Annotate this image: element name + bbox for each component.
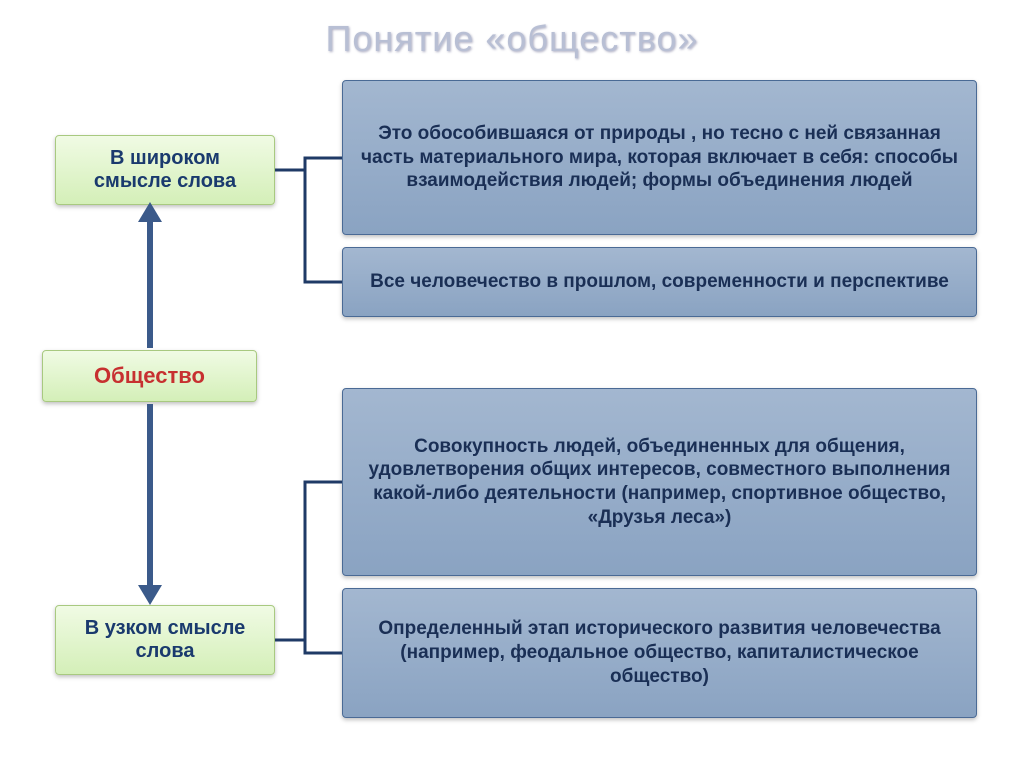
- arrow-up-icon: [130, 200, 170, 350]
- definition-narrow-2: Определенный этап исторического развития…: [342, 588, 977, 718]
- definition-text: Все человечество в прошлом, современност…: [370, 270, 949, 294]
- definition-broad-1: Это обособившаяся от природы , но тесно …: [342, 80, 977, 235]
- society-label: Общество: [94, 363, 205, 389]
- broad-sense-box: В широком смысле слова: [55, 135, 275, 205]
- connector-narrow: [275, 388, 345, 728]
- broad-sense-label: В широком смысле слова: [70, 147, 260, 193]
- definition-broad-2: Все человечество в прошлом, современност…: [342, 247, 977, 317]
- society-center-box: Общество: [42, 350, 257, 402]
- connector-broad: [275, 80, 345, 320]
- page-title: Понятие «общество»: [0, 18, 1024, 60]
- definition-text: Совокупность людей, объединенных для общ…: [357, 435, 962, 530]
- arrow-down-icon: [130, 402, 170, 607]
- definition-text: Это обособившаяся от природы , но тесно …: [357, 122, 962, 193]
- narrow-sense-label: В узком смысле слова: [70, 617, 260, 663]
- definition-narrow-1: Совокупность людей, объединенных для общ…: [342, 388, 977, 576]
- narrow-sense-box: В узком смысле слова: [55, 605, 275, 675]
- definition-text: Определенный этап исторического развития…: [357, 617, 962, 688]
